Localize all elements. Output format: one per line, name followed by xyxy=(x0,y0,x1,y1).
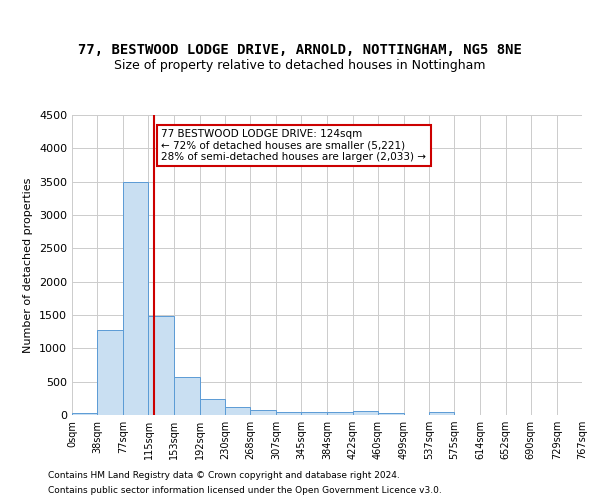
Bar xyxy=(250,410,276,415)
Bar xyxy=(123,182,148,415)
Text: Contains HM Land Registry data © Crown copyright and database right 2024.: Contains HM Land Registry data © Crown c… xyxy=(48,471,400,480)
Bar xyxy=(97,330,123,415)
Bar xyxy=(148,316,174,415)
Text: 77, BESTWOOD LODGE DRIVE, ARNOLD, NOTTINGHAM, NG5 8NE: 77, BESTWOOD LODGE DRIVE, ARNOLD, NOTTIN… xyxy=(78,44,522,58)
Y-axis label: Number of detached properties: Number of detached properties xyxy=(23,178,34,352)
Bar xyxy=(328,412,353,415)
Bar xyxy=(301,412,328,415)
Bar xyxy=(276,412,301,415)
Bar xyxy=(225,408,250,415)
Bar xyxy=(174,377,200,415)
Bar xyxy=(378,412,404,415)
Bar xyxy=(353,412,378,415)
Bar xyxy=(200,399,225,415)
Text: Contains public sector information licensed under the Open Government Licence v3: Contains public sector information licen… xyxy=(48,486,442,495)
Text: Size of property relative to detached houses in Nottingham: Size of property relative to detached ho… xyxy=(114,60,486,72)
Text: 77 BESTWOOD LODGE DRIVE: 124sqm
← 72% of detached houses are smaller (5,221)
28%: 77 BESTWOOD LODGE DRIVE: 124sqm ← 72% of… xyxy=(161,129,427,162)
Bar xyxy=(429,412,454,415)
Bar xyxy=(72,413,97,415)
